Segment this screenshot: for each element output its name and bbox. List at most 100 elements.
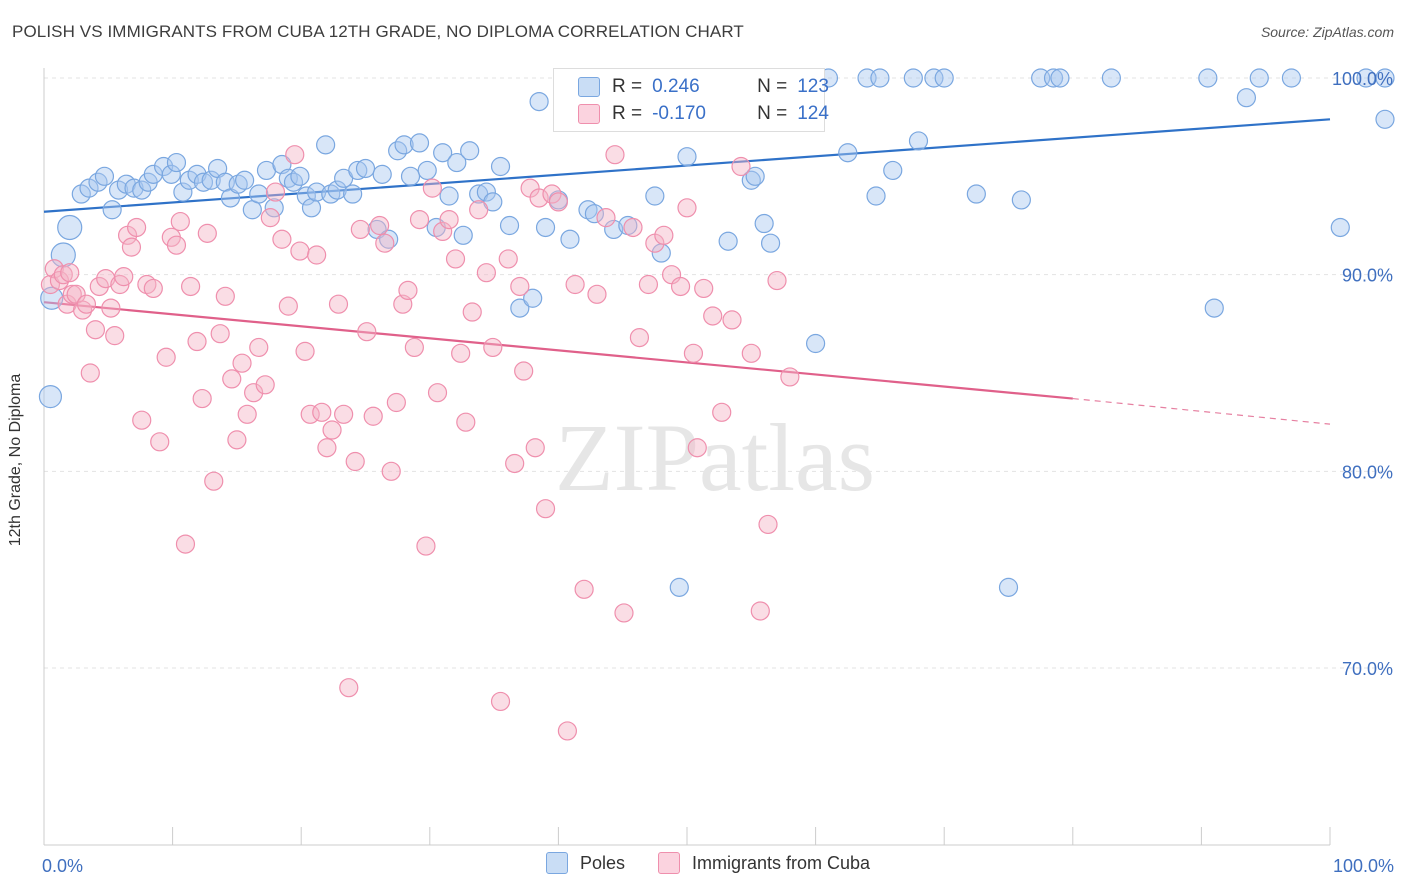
data-point: [529, 91, 549, 112]
data-point: [490, 691, 511, 712]
legend-row-cuba: R = -0.170 N = 124: [554, 101, 829, 127]
legend-r-value: -0.170: [652, 103, 706, 124]
data-point: [505, 453, 525, 474]
data-point: [327, 180, 347, 200]
data-point: [645, 186, 665, 206]
data-point: [703, 306, 723, 326]
data-point: [170, 211, 190, 232]
data-point: [1204, 298, 1224, 318]
data-point: [476, 263, 496, 283]
data-point: [322, 420, 342, 440]
data-point: [179, 170, 199, 190]
axes: [43, 68, 1331, 846]
data-point: [166, 235, 187, 255]
data-point: [560, 229, 580, 249]
data-point: [398, 280, 418, 300]
chart-title: POLISH VS IMMIGRANTS FROM CUBA 12TH GRAD…: [12, 22, 744, 41]
data-point: [456, 412, 476, 432]
data-point: [345, 451, 365, 472]
data-point: [272, 229, 292, 249]
data-point: [469, 200, 489, 220]
data-point: [780, 367, 800, 387]
data-point: [232, 353, 252, 373]
data-point: [683, 343, 704, 363]
data-point: [316, 135, 336, 155]
data-point: [476, 182, 496, 202]
data-point: [60, 263, 80, 283]
data-point: [490, 156, 511, 177]
data-point: [201, 170, 221, 190]
data-point: [132, 180, 152, 200]
data-point: [866, 186, 886, 206]
data-point: [307, 182, 327, 202]
data-point: [758, 514, 778, 535]
data-point: [433, 221, 453, 241]
data-point: [187, 164, 207, 184]
data-point: [623, 217, 643, 238]
data-point: [1236, 88, 1257, 108]
watermark: ZIPatlas: [555, 404, 875, 511]
data-point: [350, 219, 370, 240]
data-point: [669, 577, 689, 597]
data-point: [339, 678, 359, 698]
data-point: [173, 182, 193, 202]
data-point: [1101, 68, 1121, 88]
data-point: [670, 276, 691, 297]
data-point: [215, 286, 235, 306]
data-point: [143, 278, 163, 299]
data-points: [38, 68, 1395, 741]
data-point: [451, 343, 471, 363]
data-point: [76, 294, 97, 314]
data-point: [348, 160, 368, 181]
data-point: [175, 534, 196, 554]
legend-row-poles: R = 0.246 N = 123: [554, 74, 829, 100]
data-point: [312, 402, 332, 422]
data-point: [460, 141, 480, 161]
data-point: [654, 225, 674, 245]
correlation-legend: R = 0.246 N = 123 R = -0.170 N = 124: [553, 68, 829, 132]
legend-label-cuba: Immigrants from Cuba: [692, 852, 871, 873]
data-point: [1198, 68, 1218, 88]
data-point: [439, 210, 459, 230]
data-point: [712, 402, 732, 422]
data-point: [132, 410, 152, 430]
series-legend: Poles Immigrants from Cuba: [0, 852, 1406, 878]
legend-r-label: R =: [612, 103, 643, 124]
data-point: [629, 328, 650, 348]
data-point: [523, 288, 543, 308]
data-point: [381, 461, 401, 481]
data-point: [614, 603, 634, 623]
data-point: [355, 158, 376, 179]
data-point: [966, 184, 986, 204]
data-point: [694, 278, 714, 299]
data-point: [105, 326, 125, 346]
data-point: [394, 135, 414, 155]
data-point: [192, 388, 212, 409]
y-tick-label: 100.0%: [1332, 69, 1393, 89]
data-point: [94, 166, 115, 186]
source-label: Source: ZipAtlas.com: [1260, 24, 1394, 40]
data-point: [1375, 109, 1395, 129]
data-point: [535, 217, 556, 238]
data-point: [285, 145, 305, 165]
data-point: [731, 156, 751, 177]
series-cuba: [40, 145, 800, 741]
data-point: [548, 192, 569, 212]
trend-extension-cuba: [1072, 397, 1331, 425]
data-point: [535, 499, 556, 519]
data-point: [260, 208, 280, 228]
data-point: [453, 225, 473, 245]
data-point: [404, 337, 424, 358]
data-point: [204, 471, 224, 491]
legend-r-label: R =: [612, 76, 643, 97]
data-point: [249, 337, 269, 358]
series-poles: [38, 68, 1395, 597]
legend-n-value: 124: [797, 103, 829, 124]
data-point: [244, 383, 264, 403]
data-point: [372, 164, 392, 184]
data-point: [409, 133, 430, 153]
data-point: [343, 184, 363, 204]
data-point: [1356, 68, 1376, 88]
data-point: [998, 577, 1019, 597]
data-point: [328, 294, 349, 314]
